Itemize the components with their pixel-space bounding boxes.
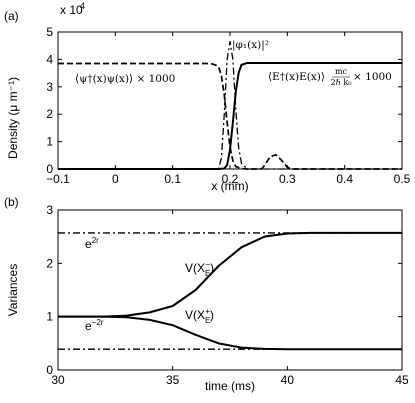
label-e-minus-2r: e−2r (85, 318, 104, 333)
panel-b-ylabel: Variances (6, 264, 20, 316)
series-line-a-2 (58, 40, 402, 170)
x-tick-label: 40 (281, 373, 295, 387)
x-tick-label: 45 (395, 373, 409, 387)
panel-a-series (58, 40, 402, 170)
panel-b-series (58, 231, 402, 351)
x-tick-label: 0.3 (279, 172, 296, 186)
x-tick-label: 0.1 (164, 172, 181, 186)
panel-b-xlabel: time (ms) (205, 379, 255, 393)
panel-b-label: (b) (4, 195, 19, 209)
x-tick-label: 0.4 (336, 172, 353, 186)
x-tick-label: 0 (112, 172, 119, 186)
label-v-minus: V(XE−) (185, 260, 214, 278)
panel-a-label: (a) (4, 9, 19, 23)
annotation-light-frac-den: 2ℏ k₀ (331, 78, 352, 87)
annotation-atom-density: ⟨ψ†(x)ψ(x)⟩ × 1000 (75, 73, 175, 85)
y-tick-label: 5 (46, 25, 53, 39)
y-tick-label: 4 (46, 52, 53, 66)
x-tick-label: 0.5 (394, 172, 411, 186)
y-tick-label: 2 (46, 107, 53, 121)
panel-a-ylabel: Density (μ m⁻¹) (6, 77, 20, 159)
annotation-light-factor: × 1000 (353, 71, 392, 83)
y-tick-label: 3 (46, 203, 53, 217)
x-tick-label: 0.2 (222, 172, 239, 186)
annotation-light-frac-num: mc (335, 67, 348, 76)
panel-a-xlabel: x (mm) (211, 179, 248, 193)
y-exponent-base: x 10 (60, 3, 83, 17)
label-e2r: e2r (85, 236, 99, 251)
series-line-a-1 (58, 61, 402, 170)
y-tick-label: 0 (46, 162, 53, 176)
x-tick-label: 30 (51, 373, 65, 387)
series-line-a-0 (58, 62, 402, 170)
y-exponent-power: 4 (80, 1, 85, 11)
series-line-b-0 (58, 231, 402, 318)
y-tick-label: 1 (46, 135, 53, 149)
annotation-light-density: ⟨E†(x)E(x)⟩ (268, 71, 325, 83)
x-tick-label: −0.1 (46, 172, 70, 186)
label-v-plus: V(XE+) (185, 307, 214, 325)
y-tick-label: 2 (46, 256, 53, 270)
y-tick-label: 0 (46, 363, 53, 377)
panel-b-ticks: 30 35 40 45 0 1 2 3 (46, 203, 409, 387)
annotation-mode-function: |φ₁(x)|² (232, 39, 269, 52)
panel-b-frame (57, 209, 403, 371)
x-tick-label: 35 (166, 373, 180, 387)
y-tick-label: 1 (46, 310, 53, 324)
y-tick-label: 3 (46, 80, 53, 94)
